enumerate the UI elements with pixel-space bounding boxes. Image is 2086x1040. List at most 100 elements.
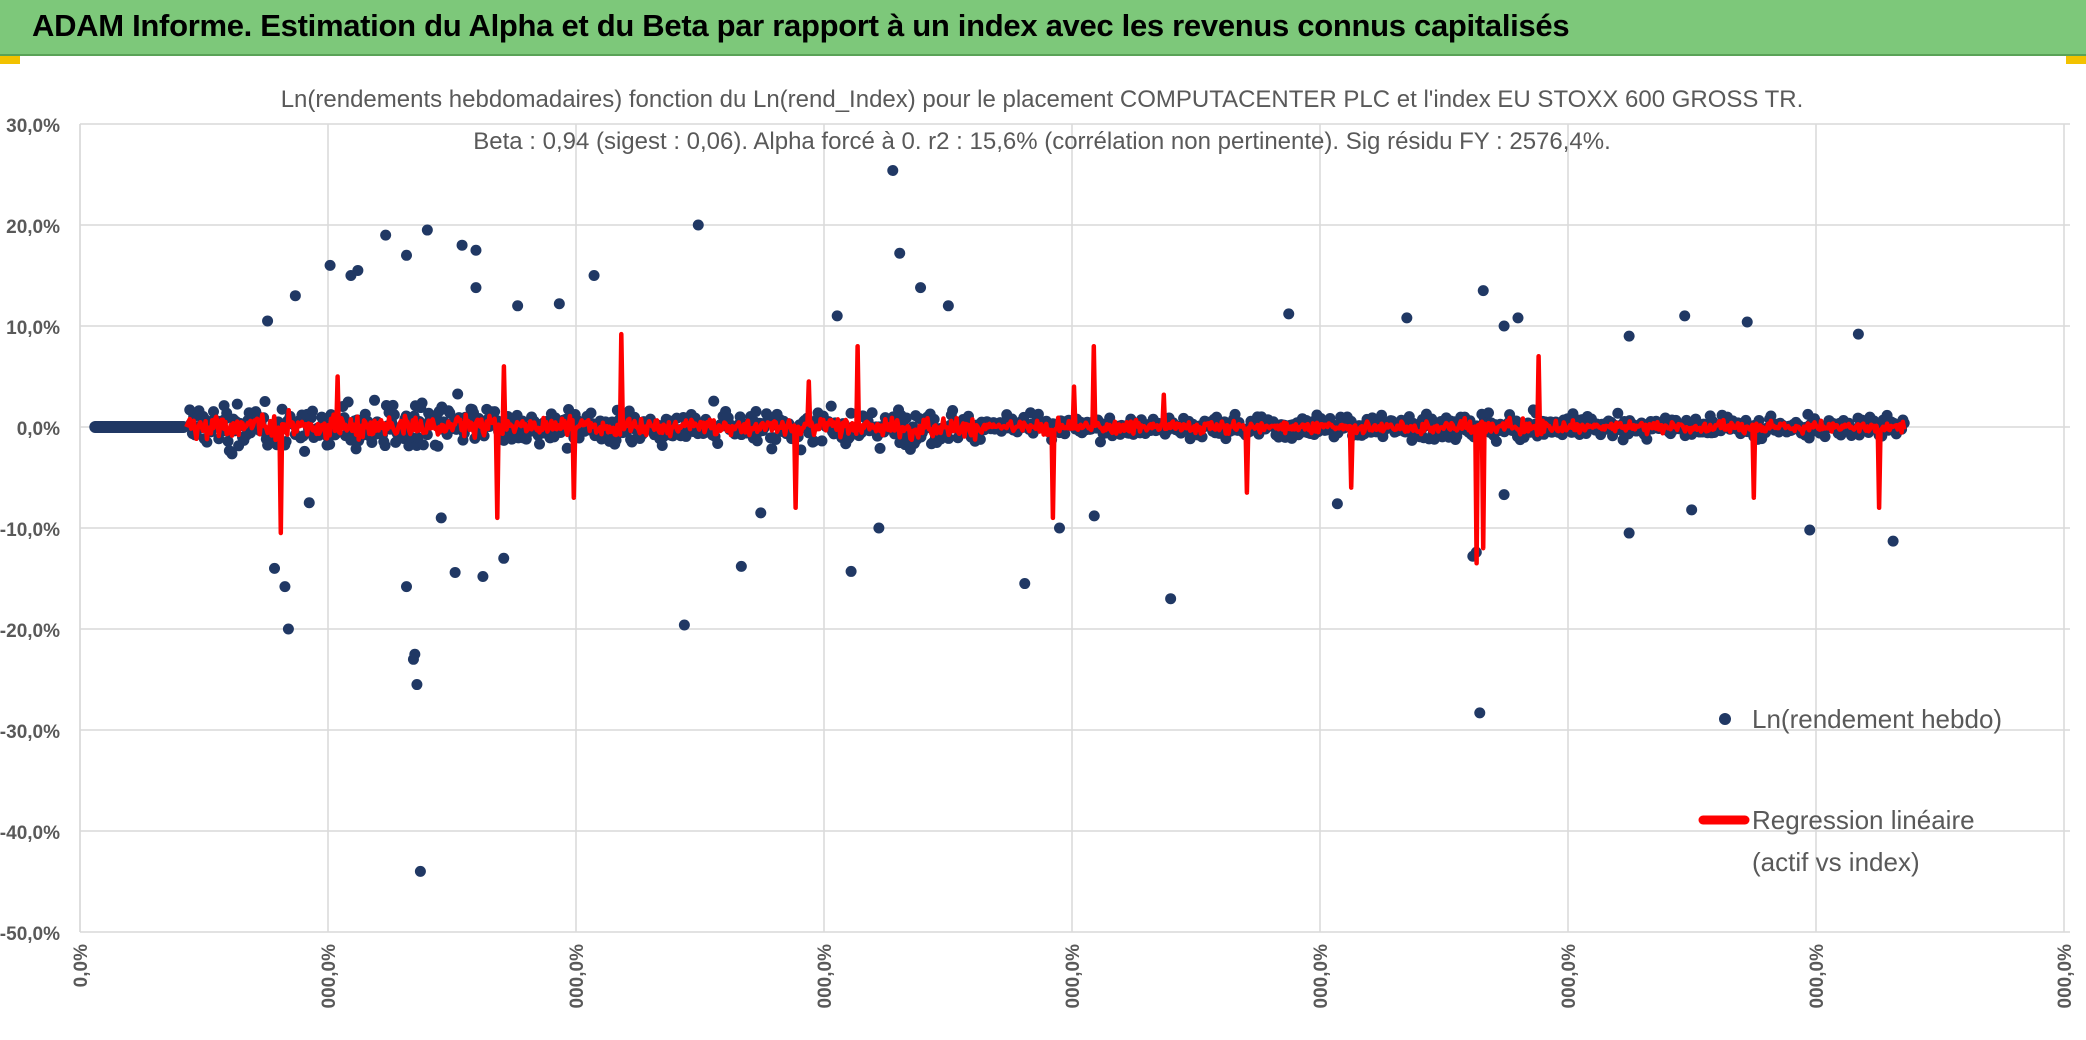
data-point-outlier [1283, 308, 1295, 320]
chart-svg: 30,0% 20,0% 10,0% 0,0% -10,0% -20,0% -30,0% -40… [0, 86, 2076, 1009]
data-point [388, 409, 400, 421]
data-point-outlier [755, 507, 767, 519]
y-tick-label: -30,0% [0, 722, 60, 743]
legend: Ln(rendement hebdo) Regression linéaire … [1698, 704, 2002, 877]
data-point [947, 405, 959, 417]
data-point [208, 406, 220, 418]
y-tick-label: -50,0% [0, 924, 60, 945]
data-point [808, 435, 820, 447]
data-point [324, 438, 336, 450]
data-point-outlier [1887, 535, 1899, 547]
data-point-outlier [303, 497, 315, 509]
data-point-outlier [735, 560, 747, 572]
data-point-outlier [289, 290, 301, 302]
data-point [845, 407, 857, 419]
data-point [342, 396, 354, 408]
x-tick-label: 000,0% [1063, 944, 1084, 1009]
x-tick-label: 000,0% [2055, 944, 2076, 1009]
data-point-outlier [1512, 312, 1524, 324]
data-point [928, 413, 940, 425]
data-point [307, 405, 319, 417]
data-point [1482, 407, 1494, 419]
data-point-outlier [279, 581, 291, 593]
data-point-outlier [1741, 316, 1753, 328]
data-point [866, 407, 878, 419]
legend-label-points: Ln(rendement hebdo) [1752, 704, 2002, 734]
data-point [201, 436, 213, 448]
data-point-outlier [456, 239, 468, 251]
data-point [222, 435, 234, 447]
data-point [750, 406, 762, 418]
data-point-outlier [942, 300, 954, 312]
data-point [770, 433, 782, 445]
scatter-chart: 30,0% 20,0% 10,0% 0,0% -10,0% -20,0% -30,0% -40… [0, 56, 2086, 1035]
data-point [299, 445, 311, 457]
data-point-outlier [1686, 504, 1698, 516]
x-tick-label: 000,0% [1807, 944, 1828, 1009]
data-point-outlier [414, 865, 426, 877]
y-tick-label: 10,0% [6, 318, 60, 339]
data-point-outlier [352, 264, 364, 276]
data-point-outlier [1498, 489, 1510, 501]
data-point-outlier [470, 282, 482, 294]
data-point-outlier [421, 224, 433, 236]
data-point [369, 394, 381, 406]
legend-marker-points [1719, 713, 1731, 725]
data-point [766, 443, 778, 455]
corner-marker-right [2066, 56, 2086, 64]
data-point [387, 399, 399, 411]
legend-label-regression: Regression linéaire (actif vs index) [1752, 805, 1982, 877]
data-point-outlier [678, 619, 690, 631]
data-point-outlier [262, 315, 274, 327]
series-points [89, 164, 1910, 877]
y-tick-label: -20,0% [0, 621, 60, 642]
x-tick-label: 000,0% [1559, 944, 1580, 1009]
data-point [444, 407, 456, 419]
data-point [1032, 408, 1044, 420]
data-point [708, 395, 720, 407]
legend-label-regression-line2: (actif vs index) [1752, 847, 1920, 877]
data-point-outlier [380, 229, 392, 241]
data-point-outlier [1679, 310, 1691, 322]
data-point [452, 388, 464, 400]
x-tick-label: 000,0% [319, 944, 340, 1009]
data-point-outlier [1401, 312, 1413, 324]
regression-line [184, 331, 1907, 566]
legend-label-regression-line1: Regression linéaire [1752, 805, 1975, 835]
data-point-outlier [894, 247, 906, 259]
data-point-outlier [1331, 498, 1343, 510]
data-point [416, 397, 428, 409]
x-axis: 0,0% 000,0% 000,0% 000,0% 000,0% 000,0% 000,0%… [71, 944, 2076, 1009]
data-point [874, 442, 886, 454]
data-point-outlier [887, 164, 899, 176]
data-point-outlier [400, 581, 412, 593]
data-point-outlier [553, 298, 565, 310]
data-point [226, 448, 238, 460]
data-point-outlier [873, 522, 885, 534]
data-point [610, 434, 622, 446]
data-point-outlier [1474, 707, 1486, 719]
data-point [751, 435, 763, 447]
data-point-outlier [400, 249, 412, 261]
data-point [259, 396, 271, 408]
data-point-outlier [915, 282, 927, 294]
data-point-outlier [1804, 524, 1816, 536]
data-point-outlier [470, 244, 482, 256]
data-point [712, 437, 724, 449]
data-point [816, 435, 828, 447]
data-point-outlier [477, 570, 489, 582]
data-point [585, 407, 597, 419]
report-banner: ADAM Informe. Estimation du Alpha et du … [0, 0, 2086, 56]
data-point [1490, 435, 1502, 447]
data-point-outlier [1623, 527, 1635, 539]
data-point [561, 442, 573, 454]
data-point-outlier [845, 565, 857, 577]
data-point-outlier [282, 623, 294, 635]
data-point-outlier [1088, 510, 1100, 522]
y-tick-label: 0,0% [17, 419, 60, 440]
data-point-outlier [1498, 320, 1510, 332]
data-point [379, 440, 391, 452]
data-point [656, 439, 668, 451]
data-point-outlier [588, 270, 600, 281]
data-point-outlier [1019, 578, 1031, 590]
